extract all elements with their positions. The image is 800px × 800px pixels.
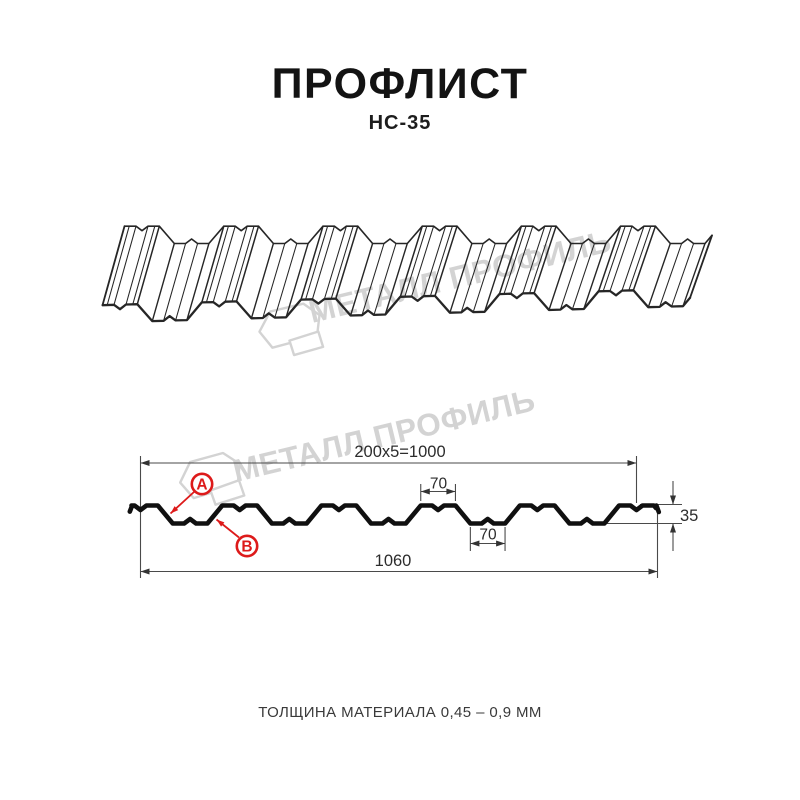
watermark-text: МЕТАЛЛ ПРОФИЛЬ (229, 382, 538, 489)
page-title: ПРОФЛИСТ (271, 60, 529, 108)
product-code: НС-35 (368, 112, 432, 134)
dim-rib-bottom-label: 70 (479, 527, 497, 544)
marker-b-circle (235, 534, 259, 558)
dim-height-label: 35 (680, 507, 698, 525)
dim-overall-width-label: 1060 (375, 552, 412, 570)
callout-arrows (169, 490, 240, 539)
callout-annotations: А В (169, 472, 259, 558)
marker-b-letter: В (241, 539, 252, 556)
dim-pitch-label: 200x5=1000 (354, 443, 445, 461)
brand-logo-icon (258, 302, 325, 357)
marker-a-circle (190, 472, 214, 496)
marker-a-letter: А (196, 477, 207, 494)
material-thickness-caption: ТОЛЩИНА МАТЕРИАЛА 0,45 – 0,9 ММ (258, 704, 542, 721)
sheet-3d-drawing (101, 225, 713, 323)
brand-logo-icon (178, 451, 246, 506)
cross-section-drawing (127, 456, 682, 578)
dim-rib-top-label: 70 (430, 476, 448, 493)
